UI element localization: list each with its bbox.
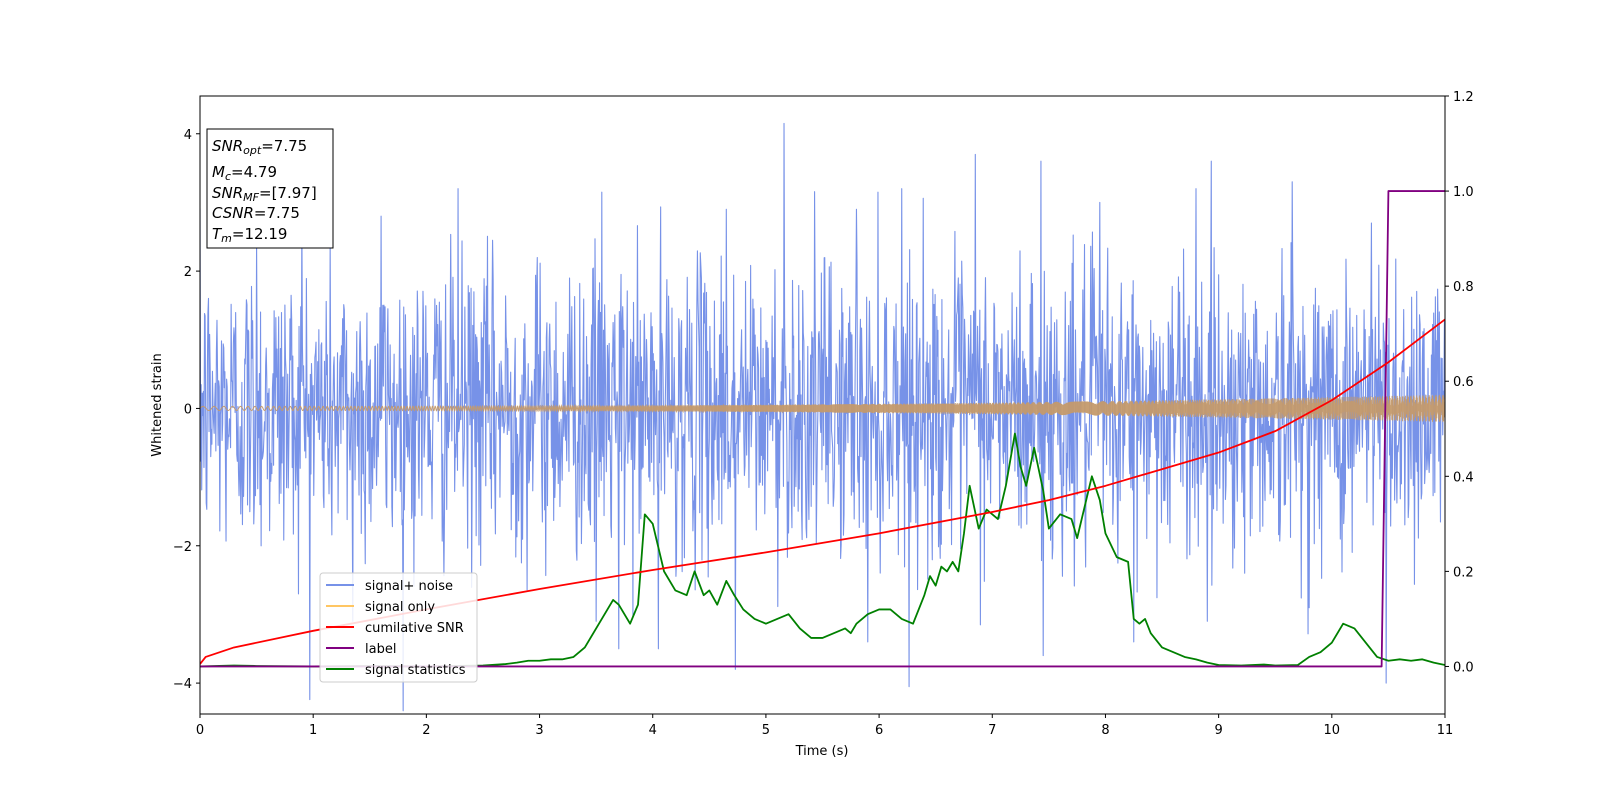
info-box: SNRopt=7.75 Mc=4.79 SNRMF=[7.97] CSNR=7.… (206, 128, 334, 249)
legend-item-signal-only: signal only (326, 600, 435, 615)
x-axis: 0 1 2 3 4 5 6 7 8 9 10 11 (196, 714, 1453, 738)
x-tick-label: 1 (309, 723, 317, 738)
info-box-frame (206, 128, 334, 249)
y-left-tick-label: −4 (173, 677, 192, 692)
legend-label-signal-only: signal only (365, 600, 435, 615)
x-tick-label: 8 (1101, 723, 1109, 738)
y-left-tick-label: 0 (184, 402, 192, 417)
y-right-tick-label: 1.2 (1453, 90, 1474, 105)
legend-frame (319, 572, 478, 683)
series-label (200, 190, 1445, 668)
series-signal-statistics (200, 432, 1445, 668)
x-tick-label: 2 (422, 723, 430, 738)
signal-noise-line (200, 122, 1445, 712)
legend-label-signal-noise: signal+ noise (365, 579, 453, 594)
legend-label-cumulative-snr: cumilative SNR (365, 621, 464, 636)
y-right-tick-label: 0.0 (1453, 660, 1474, 675)
info-tm: Tm=12.19 (212, 225, 287, 245)
plot-frame (199, 95, 1446, 715)
y-left-tick-label: 2 (184, 265, 192, 280)
x-tick-label: 10 (1324, 723, 1341, 738)
legend-item-label: label (326, 642, 396, 657)
info-mc: Mc=4.79 (212, 163, 277, 183)
y-right-tick-label: 0.6 (1453, 375, 1474, 390)
series-cumulative-snr (200, 318, 1445, 665)
legend-label-label: label (365, 642, 396, 657)
y-right-tick-label: 0.2 (1453, 565, 1474, 580)
cumulative-snr-line (200, 318, 1445, 665)
y-left-tick-label: −2 (173, 540, 192, 555)
legend-item-cumulative-snr: cumilative SNR (326, 621, 464, 636)
x-tick-label: 9 (1214, 723, 1222, 738)
signal-statistics-line (200, 432, 1445, 668)
x-tick-label: 4 (649, 723, 657, 738)
plot-area (200, 122, 1445, 712)
x-tick-label: 3 (535, 723, 543, 738)
x-tick-label: 7 (988, 723, 996, 738)
legend-label-signal-statistics: signal statistics (365, 663, 466, 678)
y-right-tick-label: 1.0 (1453, 185, 1474, 200)
y-axis-left: −4 −2 0 2 4 (173, 128, 200, 692)
x-tick-label: 0 (196, 723, 204, 738)
x-tick-label: 11 (1437, 723, 1454, 738)
series-signal-only (200, 394, 1445, 423)
x-tick-label: 6 (875, 723, 883, 738)
info-snr-mf: SNRMF=[7.97] (212, 184, 317, 204)
legend-item-signal-noise: signal+ noise (326, 579, 453, 594)
info-snr-opt: SNRopt=7.75 (212, 137, 307, 157)
y-right-tick-label: 0.8 (1453, 280, 1474, 295)
info-csnr: CSNR=7.75 (212, 204, 300, 222)
label-line (200, 190, 1445, 668)
y-axis-label: Whitened strain (150, 353, 165, 456)
legend: signal+ noise signal only cumilative SNR… (319, 572, 478, 683)
legend-item-signal-statistics: signal statistics (326, 663, 466, 678)
y-axis-right: 0.0 0.2 0.4 0.6 0.8 1.0 1.2 (1445, 90, 1474, 675)
series-signal-noise (200, 122, 1445, 712)
x-axis-label: Time (s) (795, 744, 849, 759)
x-tick-label: 5 (762, 723, 770, 738)
y-right-tick-label: 0.4 (1453, 470, 1474, 485)
y-left-tick-label: 4 (184, 128, 192, 143)
signal-only-line (200, 394, 1445, 423)
